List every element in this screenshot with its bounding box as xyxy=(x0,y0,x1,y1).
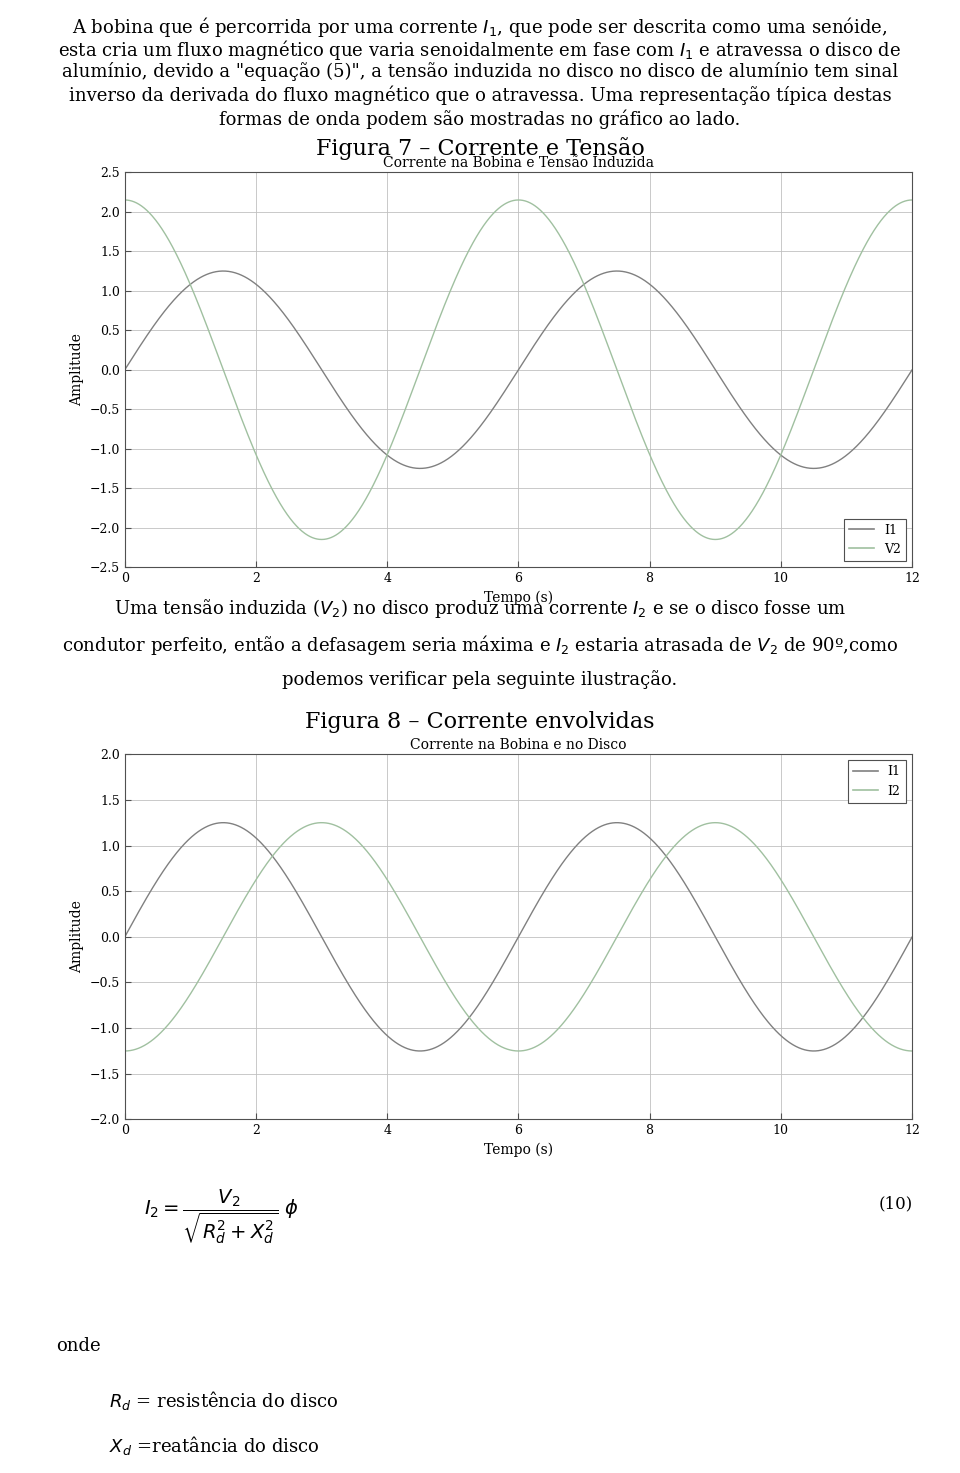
Y-axis label: Amplitude: Amplitude xyxy=(70,900,84,974)
Y-axis label: Amplitude: Amplitude xyxy=(70,333,84,407)
Text: podemos verificar pela seguinte ilustração.: podemos verificar pela seguinte ilustraç… xyxy=(282,670,678,689)
Text: inverso da derivada do fluxo magnético que o atravessa. Uma representação típica: inverso da derivada do fluxo magnético q… xyxy=(69,85,891,106)
Text: onde: onde xyxy=(56,1337,101,1355)
Text: Figura 8 – Corrente envolvidas: Figura 8 – Corrente envolvidas xyxy=(305,711,655,732)
Legend: I1, I2: I1, I2 xyxy=(848,760,905,803)
Text: alumínio, devido a "equação (5)", a tensão induzida no disco no disco de alumíni: alumínio, devido a "equação (5)", a tens… xyxy=(61,62,899,81)
Text: Uma tensão induzida ($V_2$) no disco produz uma corrente $I_2$ e se o disco foss: Uma tensão induzida ($V_2$) no disco pro… xyxy=(114,597,846,620)
X-axis label: Tempo (s): Tempo (s) xyxy=(484,1143,553,1158)
Legend: I1, V2: I1, V2 xyxy=(844,518,905,561)
Title: Corrente na Bobina e Tensão Induzida: Corrente na Bobina e Tensão Induzida xyxy=(383,156,654,169)
Text: (10): (10) xyxy=(878,1196,913,1212)
X-axis label: Tempo (s): Tempo (s) xyxy=(484,591,553,605)
Text: $X_d$ =reatância do disco: $X_d$ =reatância do disco xyxy=(109,1435,320,1457)
Text: $I_2 = \dfrac{V_2}{\sqrt{R_d^2 + X_d^2}} \;\phi$: $I_2 = \dfrac{V_2}{\sqrt{R_d^2 + X_d^2}}… xyxy=(144,1187,299,1246)
Text: condutor perfeito, então a defasagem seria máxima e $I_2$ estaria atrasada de $V: condutor perfeito, então a defasagem ser… xyxy=(61,633,899,657)
Text: A bobina que é percorrida por uma corrente $I_1$, que pode ser descrita como uma: A bobina que é percorrida por uma corren… xyxy=(72,15,888,38)
Text: esta cria um fluxo magnético que varia senoidalmente em fase com $I_1$ e atraves: esta cria um fluxo magnético que varia s… xyxy=(59,38,901,62)
Text: $R_d$ = resistência do disco: $R_d$ = resistência do disco xyxy=(109,1389,339,1411)
Title: Corrente na Bobina e no Disco: Corrente na Bobina e no Disco xyxy=(410,738,627,751)
Text: Figura 7 – Corrente e Tensão: Figura 7 – Corrente e Tensão xyxy=(316,137,644,161)
Text: formas de onda podem são mostradas no gráfico ao lado.: formas de onda podem são mostradas no gr… xyxy=(219,110,741,130)
